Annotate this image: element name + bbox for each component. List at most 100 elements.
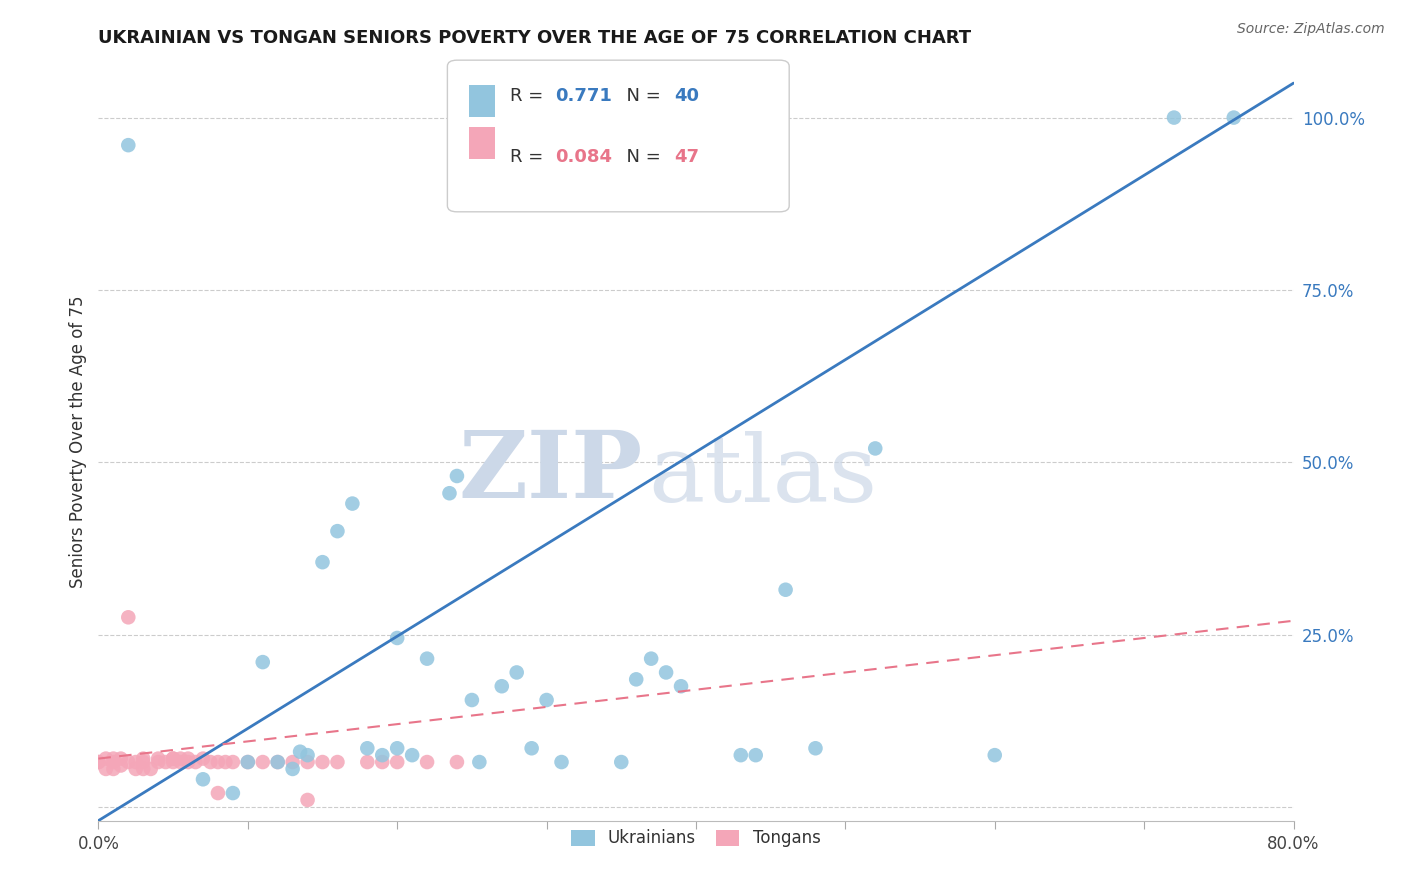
Point [184,755,207,769]
Point [745,748,768,763]
Legend: Ukrainians, Tongans: Ukrainians, Tongans [565,822,827,854]
Point [103,751,125,765]
Point [177,755,200,769]
Point [491,679,513,693]
Point [125,762,148,776]
Point [610,755,633,769]
Point [371,755,394,769]
Point [267,755,290,769]
Point [94,762,117,776]
Point [87,755,110,769]
Point [132,751,155,765]
Text: Source: ZipAtlas.com: Source: ZipAtlas.com [1237,22,1385,37]
Point [162,751,184,765]
Point [162,755,184,769]
Text: N =: N = [614,87,666,105]
Text: 0.084: 0.084 [555,148,612,166]
Point [865,442,887,456]
Point [446,755,468,769]
Point [125,755,148,769]
Text: atlas: atlas [648,431,877,521]
Point [550,755,572,769]
Point [110,751,132,765]
Text: 0.771: 0.771 [555,87,612,105]
Point [326,524,349,538]
Point [200,755,222,769]
Point [385,741,409,756]
Point [177,751,200,765]
Point [87,755,110,769]
Point [326,755,349,769]
Point [252,655,274,669]
Point [214,755,236,769]
Point [1223,111,1246,125]
Point [155,755,177,769]
Point [401,748,423,763]
Point [222,786,245,800]
Point [191,772,214,787]
Point [520,741,543,756]
Point [984,748,1007,763]
Point [117,138,139,153]
Point [207,786,229,800]
Point [169,751,191,765]
Point [252,755,274,769]
Point [148,755,170,769]
Point [267,755,290,769]
Text: ZIP: ZIP [458,427,643,516]
Point [536,693,558,707]
Y-axis label: Seniors Poverty Over the Age of 75: Seniors Poverty Over the Age of 75 [69,295,87,588]
Point [461,693,484,707]
Point [775,582,797,597]
Point [117,610,139,624]
Point [655,665,678,680]
Text: 47: 47 [675,148,699,166]
Point [446,469,468,483]
Point [669,679,692,693]
FancyBboxPatch shape [470,85,495,117]
Point [169,755,191,769]
Point [439,486,461,500]
Point [342,497,364,511]
Point [297,748,319,763]
Point [626,673,648,687]
Point [385,755,409,769]
Point [94,751,117,765]
Point [730,748,752,763]
Point [139,762,162,776]
Point [117,755,139,769]
Point [416,755,439,769]
Point [103,755,125,769]
Point [110,758,132,772]
Point [207,755,229,769]
Point [640,651,662,665]
Point [132,762,155,776]
Text: N =: N = [614,148,666,166]
Point [236,755,259,769]
Point [356,755,378,769]
Point [804,741,827,756]
FancyBboxPatch shape [447,60,789,211]
Point [191,751,214,765]
Point [162,751,184,765]
FancyBboxPatch shape [470,127,495,159]
Point [416,651,439,665]
Point [236,755,259,769]
Text: R =: R = [509,148,548,166]
Point [103,762,125,776]
Text: 40: 40 [675,87,699,105]
Point [148,751,170,765]
Point [311,755,333,769]
Point [385,631,409,645]
Point [371,748,394,763]
Point [297,755,319,769]
Point [297,793,319,807]
Point [288,745,311,759]
Point [281,762,304,776]
Text: UKRAINIAN VS TONGAN SENIORS POVERTY OVER THE AGE OF 75 CORRELATION CHART: UKRAINIAN VS TONGAN SENIORS POVERTY OVER… [98,29,972,47]
Point [506,665,529,680]
Point [222,755,245,769]
Point [468,755,491,769]
Point [132,755,155,769]
Point [311,555,333,569]
